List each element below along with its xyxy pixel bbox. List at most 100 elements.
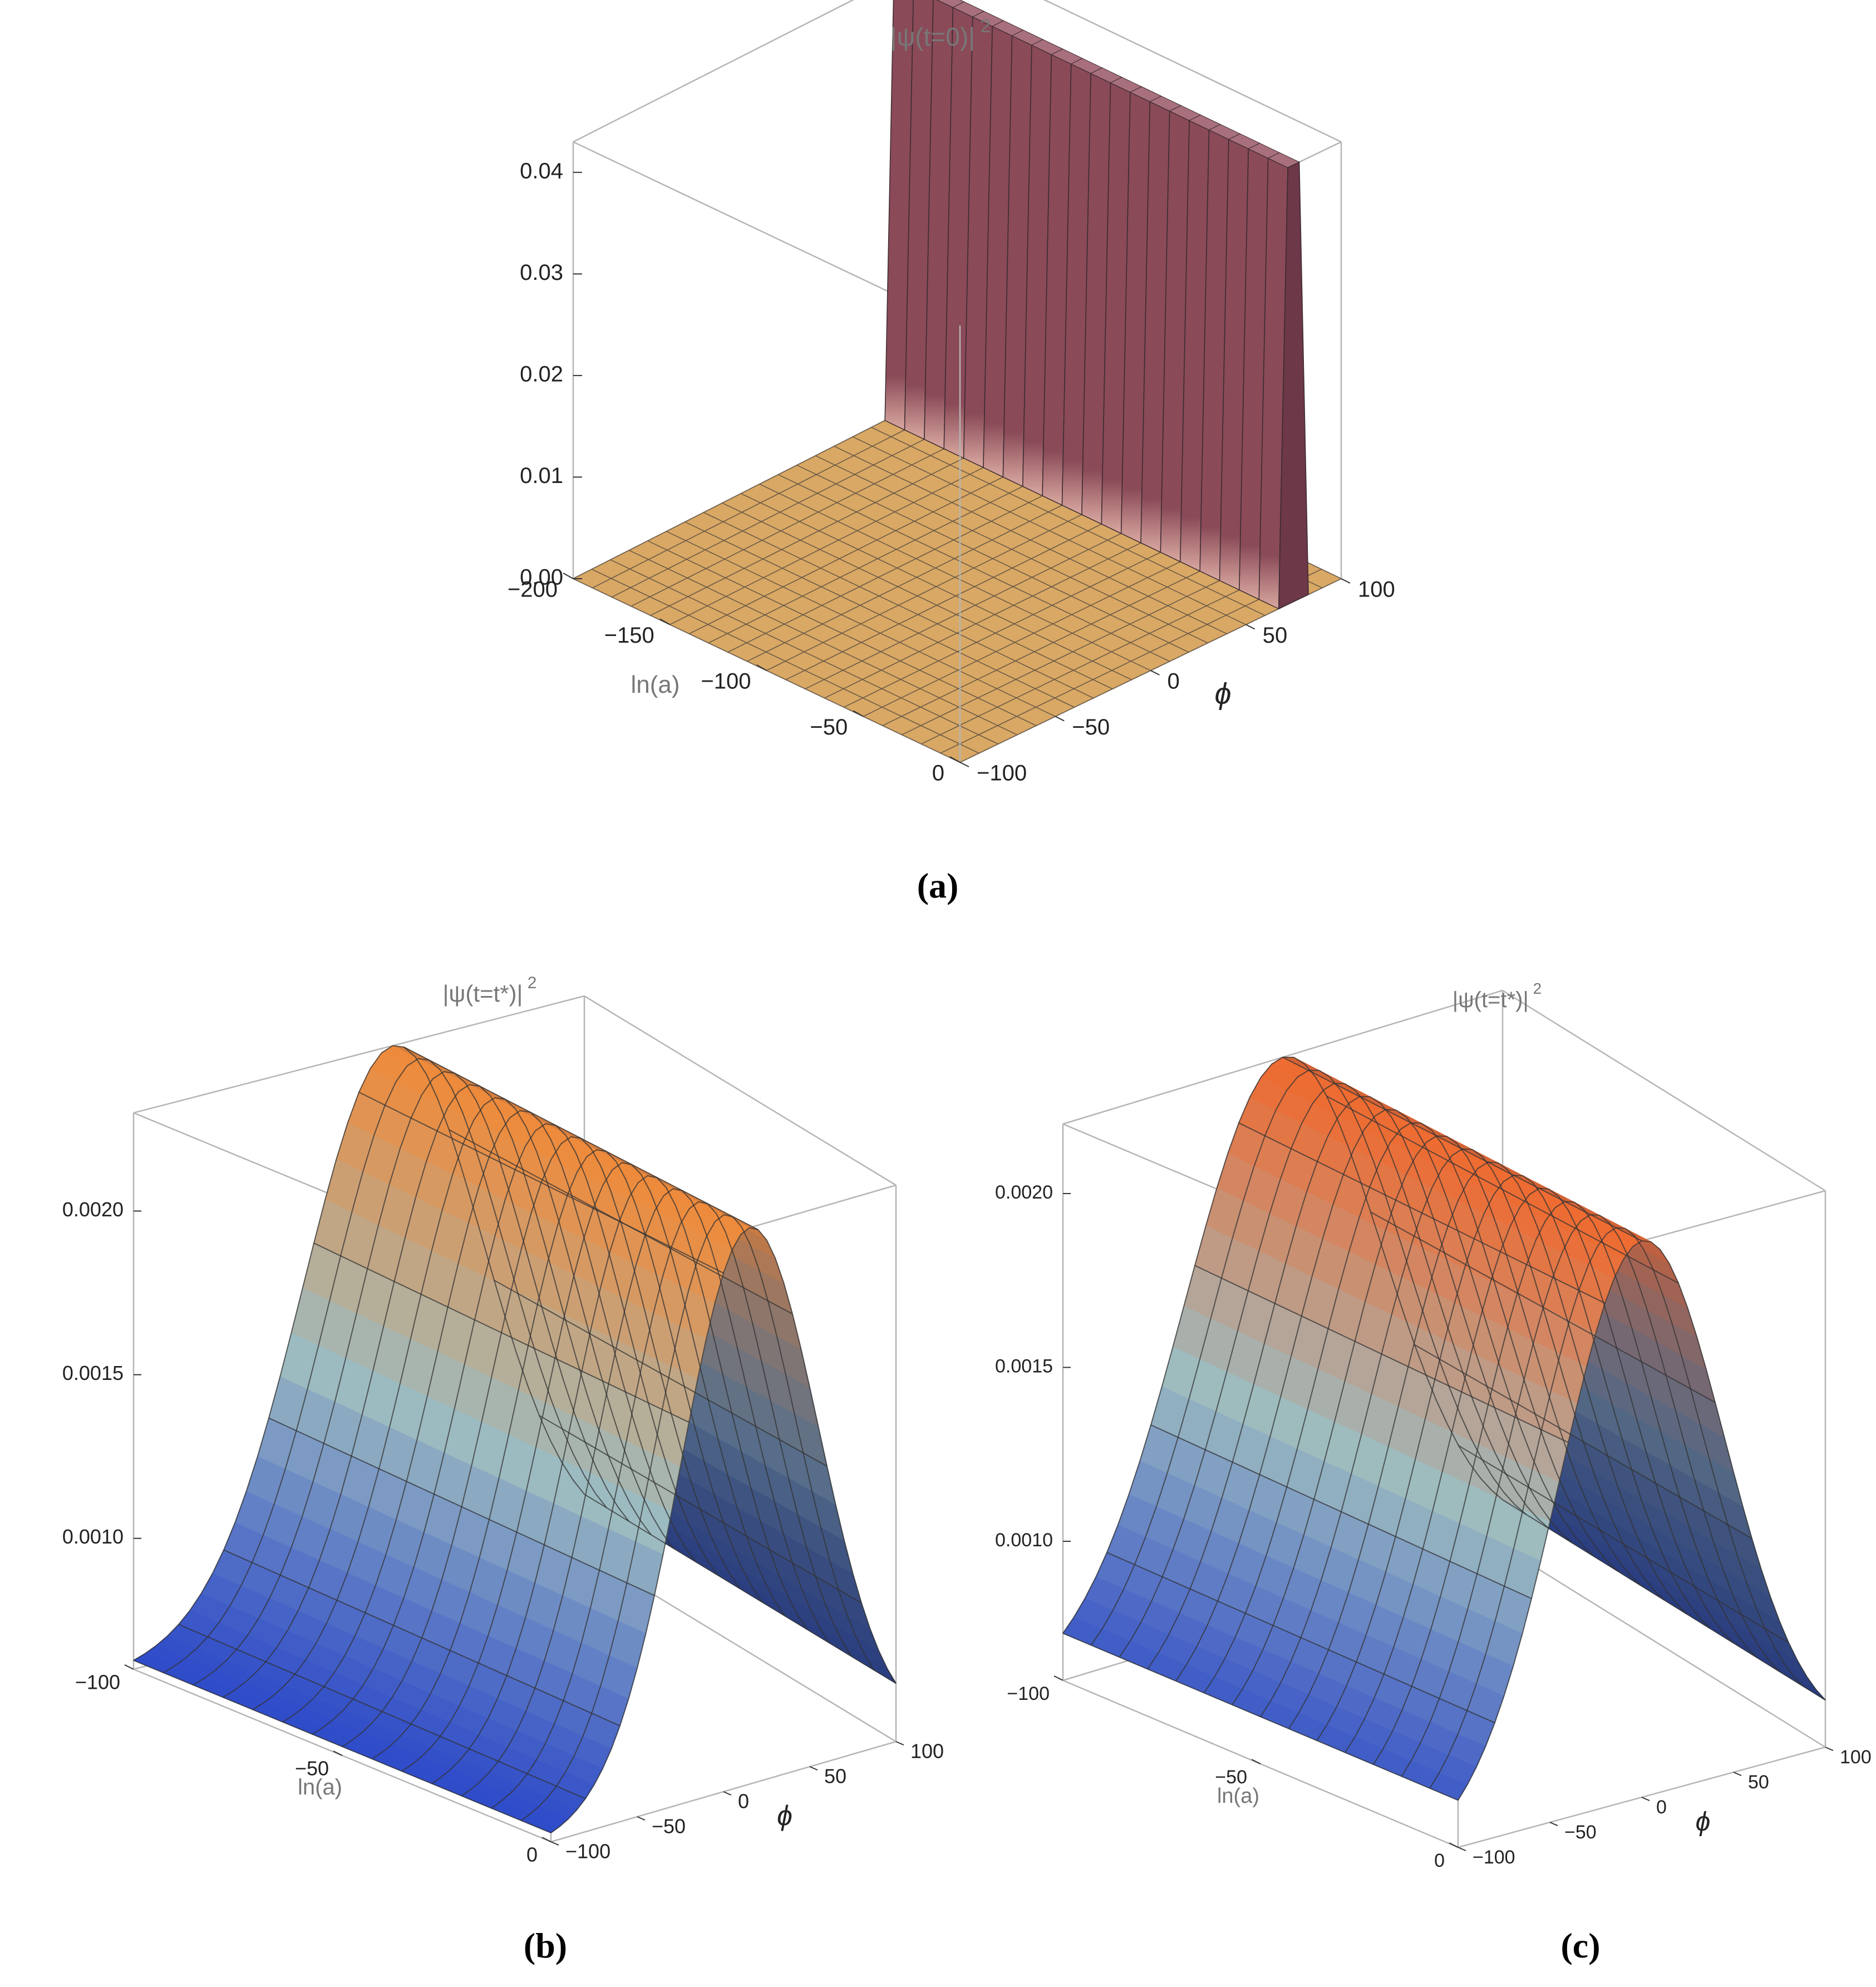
x-tick-label: −100 xyxy=(1007,1683,1050,1704)
box-edge xyxy=(1043,0,1342,143)
y-tick-mark xyxy=(1150,670,1160,676)
mesh-line xyxy=(494,1280,828,1467)
y-tick-mark xyxy=(1055,716,1065,722)
y-axis-label: ϕ xyxy=(777,1800,792,1831)
y-tick-label: 50 xyxy=(1263,623,1288,648)
panel-b: −100 −50 0 −100 −50 0 50 100 0.0010 0.0015 0.0020 l… xyxy=(0,957,946,1914)
caption-c: (c) xyxy=(1560,1926,1601,1965)
mesh-line xyxy=(1370,1211,1716,1403)
chart-a: −200 −150 −100 −50 0 −100 −50 0 50 100 0.00 0.01 0.0… xyxy=(508,0,1395,786)
mesh-line xyxy=(223,1549,621,1727)
mesh-line xyxy=(313,1243,690,1423)
y-tick-mark xyxy=(959,762,969,767)
z-tick-label: 0.01 xyxy=(520,464,563,488)
mesh-line xyxy=(268,1417,655,1596)
y-tick-label: −100 xyxy=(977,761,1027,786)
panel-a: −200 −150 −100 −50 0 −100 −50 0 50 100 0.00 0.01 0.0… xyxy=(0,0,1876,913)
z-tick-label: 0.02 xyxy=(520,362,563,386)
y-tick-label: 0 xyxy=(738,1790,749,1813)
chart-b: −100 −50 0 −100 −50 0 50 100 0.0010 0.0015 0.0020 l… xyxy=(62,974,944,1866)
y-axis-label: ϕ xyxy=(1696,1807,1711,1837)
y-tick-mark xyxy=(809,1766,818,1771)
x-axis-label: ln(a) xyxy=(631,671,680,698)
y-tick-mark xyxy=(1549,1822,1558,1826)
mesh-line xyxy=(1194,1265,1569,1443)
y-tick-label: 50 xyxy=(1748,1772,1769,1793)
y-tick-label: 100 xyxy=(910,1740,944,1763)
y-tick-mark xyxy=(723,1791,732,1796)
x-axis-label: ln(a) xyxy=(1217,1784,1259,1808)
mesh-line xyxy=(178,1624,586,1799)
x-tick-mark xyxy=(853,710,864,717)
x-tick-mark xyxy=(659,618,671,625)
mesh-line xyxy=(449,1129,793,1315)
chart-c: −100 −50 0 −100 −50 0 50 100 0.0010 0.0015 0.0020 l… xyxy=(995,980,1872,1871)
box-edge xyxy=(133,995,585,1114)
ridge-face xyxy=(904,0,934,440)
z-tick-label: 0.0015 xyxy=(62,1362,124,1384)
y-axis-label: ϕ xyxy=(1214,677,1231,711)
z-tick-label: 0.0010 xyxy=(62,1525,124,1548)
y-tick-label: 0 xyxy=(1168,669,1180,694)
mesh-line xyxy=(550,1227,897,1833)
y-tick-mark xyxy=(1245,624,1255,630)
caption-b: (b) xyxy=(523,1926,568,1965)
x-tick-label: 0 xyxy=(1434,1850,1445,1871)
y-tick-mark xyxy=(637,1816,646,1821)
x-tick-label: 0 xyxy=(526,1843,538,1866)
y-tick-label: −100 xyxy=(1473,1847,1515,1868)
z-tick-label: 0.0010 xyxy=(995,1530,1053,1551)
z-tick-label: 0.03 xyxy=(520,260,563,285)
mesh-line xyxy=(1282,1057,1642,1241)
ridge-face xyxy=(884,0,914,431)
x-tick-mark xyxy=(1053,1675,1063,1681)
y-tick-label: 100 xyxy=(1840,1747,1872,1768)
y-tick-label: 50 xyxy=(824,1765,846,1788)
x-tick-label: −50 xyxy=(810,715,848,739)
x-tick-mark xyxy=(541,1837,552,1842)
y-tick-label: 0 xyxy=(1656,1797,1667,1818)
y-tick-mark xyxy=(1733,1772,1742,1776)
mesh-line xyxy=(584,1493,897,1684)
x-tick-mark xyxy=(563,573,574,579)
x-tick-mark xyxy=(756,664,767,671)
z-tick-label: 0.0020 xyxy=(62,1198,124,1221)
mesh-line xyxy=(1106,1552,1495,1723)
mesh-line xyxy=(539,1415,862,1604)
x-tick-mark xyxy=(124,1664,134,1670)
x-tick-mark xyxy=(1251,1759,1261,1764)
panel-c: −100 −50 0 −100 −50 0 50 100 0.0010 0.0015 0.0020 l… xyxy=(946,957,1876,1914)
box-edge xyxy=(584,995,897,1186)
y-tick-mark xyxy=(1825,1747,1834,1751)
x-tick-label: −150 xyxy=(604,623,654,648)
box-edge xyxy=(573,0,855,143)
z-axis-title: |ψ(t=0)| 2 xyxy=(890,16,991,51)
z-axis-title: |ψ(t=t*)| 2 xyxy=(1452,980,1542,1012)
mesh-line xyxy=(1326,1096,1679,1284)
z-tick-label: 0.0020 xyxy=(995,1182,1053,1203)
y-tick-mark xyxy=(1458,1847,1466,1851)
mesh-line xyxy=(1414,1344,1752,1539)
caption-a: (a) xyxy=(917,866,959,905)
mesh-line xyxy=(403,1046,759,1230)
x-tick-label: −50 xyxy=(1215,1767,1247,1788)
x-tick-label: −50 xyxy=(295,1757,329,1780)
x-tick-label: −100 xyxy=(75,1671,120,1694)
mesh-line xyxy=(133,1660,552,1833)
x-tick-mark xyxy=(949,756,961,763)
x-tick-mark xyxy=(333,1751,343,1756)
z-tick-label: 0.04 xyxy=(520,159,563,183)
z-tick-label: 0.0015 xyxy=(995,1355,1053,1377)
y-tick-label: −50 xyxy=(652,1815,686,1838)
z-tick-label: 0.00 xyxy=(520,565,563,590)
y-tick-mark xyxy=(1641,1797,1650,1801)
z-axis-title: |ψ(t=t*)| 2 xyxy=(443,974,537,1007)
mesh-line xyxy=(1238,1122,1606,1304)
box-edge xyxy=(1502,989,1826,1192)
y-tick-label: −100 xyxy=(565,1840,610,1863)
y-tick-mark xyxy=(550,1841,559,1846)
y-tick-label: 100 xyxy=(1358,578,1395,602)
mesh-line xyxy=(1150,1424,1532,1599)
y-tick-label: −50 xyxy=(1072,715,1110,739)
x-axis-label: ln(a) xyxy=(298,1775,342,1799)
